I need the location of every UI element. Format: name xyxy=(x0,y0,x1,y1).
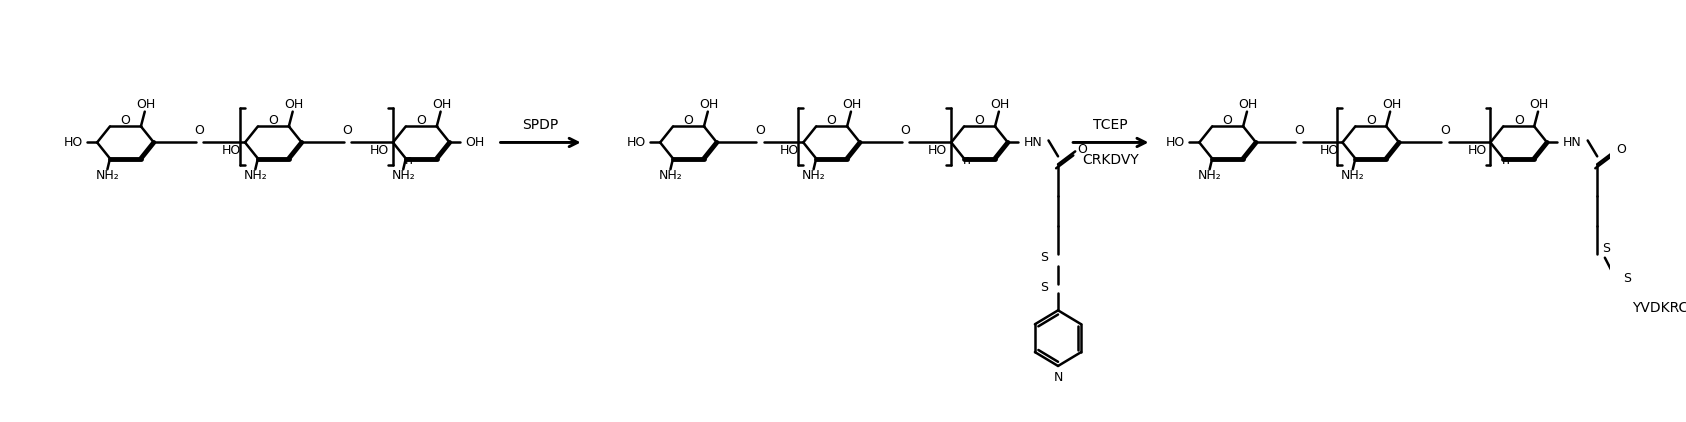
Text: NH₂: NH₂ xyxy=(243,169,266,182)
Text: NH₂: NH₂ xyxy=(391,169,415,182)
Text: O: O xyxy=(1222,114,1232,127)
Text: OH: OH xyxy=(432,98,452,111)
Text: N: N xyxy=(1054,371,1062,384)
Text: SPDP: SPDP xyxy=(523,118,558,132)
Text: O: O xyxy=(1366,114,1376,127)
Text: O: O xyxy=(416,114,427,127)
Text: HO: HO xyxy=(223,144,241,157)
Text: HO: HO xyxy=(781,144,799,157)
Text: S: S xyxy=(1040,251,1047,264)
Text: O: O xyxy=(1514,114,1524,127)
Text: O: O xyxy=(194,124,204,137)
Text: OH: OH xyxy=(1529,98,1549,111)
Text: n: n xyxy=(1502,154,1509,167)
Text: O: O xyxy=(900,124,910,137)
Text: n: n xyxy=(405,154,413,167)
Text: O: O xyxy=(1440,124,1450,137)
Text: n: n xyxy=(963,154,971,167)
Text: HO: HO xyxy=(1467,144,1487,157)
Text: OH: OH xyxy=(1239,98,1258,111)
Text: O: O xyxy=(826,114,836,127)
Text: HO: HO xyxy=(64,136,83,149)
Text: S: S xyxy=(1624,272,1630,285)
Text: HO: HO xyxy=(927,144,948,157)
Text: O: O xyxy=(1295,124,1305,137)
Text: OH: OH xyxy=(465,136,484,149)
Text: OH: OH xyxy=(1383,98,1401,111)
Text: OH: OH xyxy=(843,98,862,111)
Text: O: O xyxy=(755,124,765,137)
Text: OH: OH xyxy=(285,98,303,111)
Text: O: O xyxy=(268,114,278,127)
Text: O: O xyxy=(975,114,985,127)
Text: HO: HO xyxy=(1320,144,1339,157)
Text: YVDKRC: YVDKRC xyxy=(1632,301,1686,315)
Text: S: S xyxy=(1602,242,1610,255)
Text: NH₂: NH₂ xyxy=(96,169,120,182)
Text: O: O xyxy=(120,114,130,127)
Text: O: O xyxy=(1617,143,1625,156)
Text: OH: OH xyxy=(991,98,1010,111)
Text: O: O xyxy=(683,114,693,127)
Text: NH₂: NH₂ xyxy=(803,169,826,182)
Text: TCEP: TCEP xyxy=(1094,118,1128,132)
Text: NH₂: NH₂ xyxy=(1197,169,1221,182)
Text: HN: HN xyxy=(1023,136,1042,149)
Text: O: O xyxy=(1077,143,1087,156)
Text: OH: OH xyxy=(137,98,155,111)
Text: CRKDVY: CRKDVY xyxy=(1082,153,1140,168)
Text: NH₂: NH₂ xyxy=(659,169,683,182)
Text: OH: OH xyxy=(700,98,718,111)
Text: HO: HO xyxy=(1167,136,1185,149)
Text: HO: HO xyxy=(627,136,646,149)
Text: HN: HN xyxy=(1563,136,1581,149)
Text: O: O xyxy=(342,124,352,137)
Text: S: S xyxy=(1040,281,1047,294)
Text: HO: HO xyxy=(369,144,389,157)
Text: NH₂: NH₂ xyxy=(1340,169,1364,182)
